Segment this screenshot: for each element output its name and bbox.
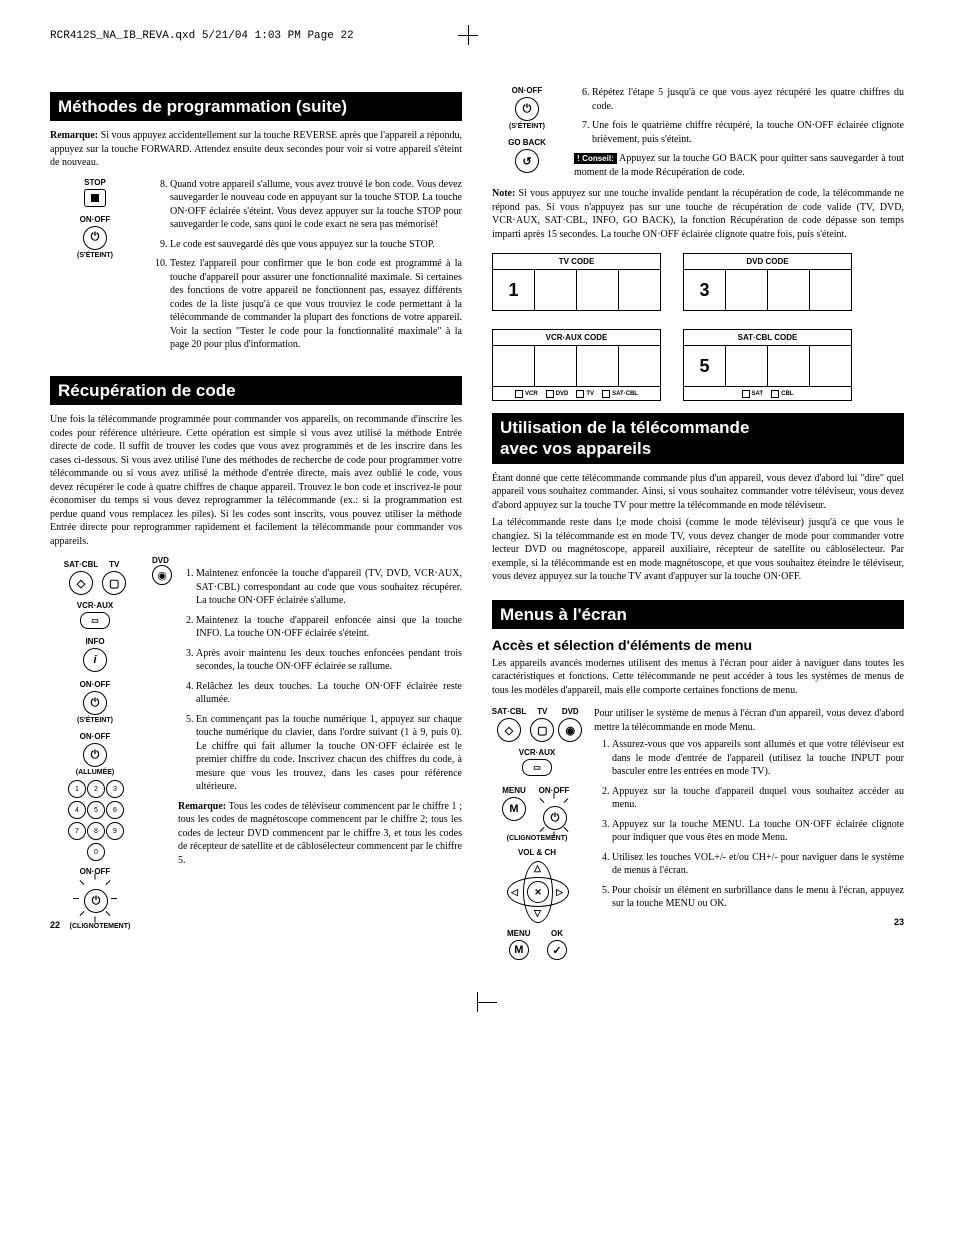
- menus-intro: Les appareils avancés modernes utilisent…: [492, 657, 904, 698]
- icon-column-right-top: ON·OFF ⏻ (S'ÉTEINT) GO BACK ↺: [492, 82, 562, 175]
- satcbl-icon-2: ◇: [497, 718, 521, 742]
- menu-icon: M: [502, 797, 526, 821]
- info-icon: i: [83, 648, 107, 672]
- page-number-23: 23: [894, 917, 904, 927]
- tv-code-box: TV CODE 1: [492, 253, 661, 311]
- recover-steps-1-5: Maintenez enfoncée la touche d'appareil …: [178, 567, 462, 794]
- step-8: Quand votre appareil s'allume, vous avez…: [170, 178, 462, 232]
- recover-step-5: En commençant pas la touche numérique 1,…: [196, 713, 462, 794]
- recover-step-2: Maintenez la touche d'appareil enfoncée …: [196, 614, 462, 641]
- print-header: RCR412S_NA_IB_REVA.qxd 5/21/04 1:03 PM P…: [50, 30, 904, 42]
- crop-mark-bottom: [467, 992, 487, 1012]
- tv-icon-2: ▢: [530, 718, 554, 742]
- menu-icon-2: M: [509, 940, 529, 960]
- keypad-icon: 123 456 789 0: [50, 780, 140, 861]
- icon-column-menus: SAT·CBL ◇ TV ▢ DVD ◉ VCR·AUX ▭: [492, 703, 582, 962]
- recover-step-3: Après avoir maintenu les deux touches en…: [196, 647, 462, 674]
- dvd-code-box: DVD CODE 3: [683, 253, 852, 311]
- ok-icon: ✓: [547, 940, 567, 960]
- menu-step-3: Appuyez sur la touche MENU. La touche ON…: [612, 818, 904, 845]
- left-column: Méthodes de programmation (suite) Remarq…: [50, 82, 462, 962]
- subheading-access: Accès et sélection d'éléments de menu: [492, 637, 904, 653]
- tip-conseil: ! Conseil: Appuyez sur la touche GO BACK…: [574, 152, 904, 179]
- dpad-icon: △ ▽ ◁ ▷ ✕: [507, 861, 567, 921]
- usage-p1: Étant donné que cette télécommande comma…: [492, 472, 904, 513]
- section-title-methods: Méthodes de programmation (suite): [50, 92, 462, 121]
- section-title-recover: Récupération de code: [50, 376, 462, 405]
- section-title-usage: Utilisation de la télécommandeavec vos a…: [492, 413, 904, 464]
- code-grid: TV CODE 1 DVD CODE 3 VCR·AUX CODE: [492, 253, 852, 401]
- icon-column-stop-onoff: STOP ON·OFF ⏻ (S'ÉTEINT): [50, 174, 140, 259]
- menu-step-1: Assurez-vous que vos appareils sont allu…: [612, 738, 904, 779]
- remark-methods: Remarque: Si vous appuyez accidentelleme…: [50, 129, 462, 170]
- power-blink-icon-2: ⏻: [536, 797, 572, 833]
- menu-step-2: Appuyez sur la touche d'appareil duquel …: [612, 785, 904, 812]
- goback-icon: ↺: [515, 149, 539, 173]
- menu-step-5: Pour choisir un élément en surbrillance …: [612, 884, 904, 911]
- vcraux-icon-2: ▭: [522, 759, 552, 776]
- recover-steps-6-7: Répétez l'étape 5 jusqu'à ce que vous ay…: [574, 86, 904, 146]
- menus-lead: Pour utiliser le système de menus à l'éc…: [594, 707, 904, 734]
- page-number-22: 22: [50, 920, 60, 930]
- recover-intro: Une fois la télécommande programmée pour…: [50, 413, 462, 548]
- power-icon-r1: ⏻: [515, 97, 539, 121]
- dvd-icon: ◉: [152, 565, 172, 585]
- stop-icon: [84, 189, 106, 207]
- usage-p2: La télécommande reste dans l;e mode choi…: [492, 516, 904, 584]
- note-recover: Note: Si vous appuyez sur une touche inv…: [492, 187, 904, 241]
- menu-steps: Assurez-vous que vos appareils sont allu…: [594, 738, 904, 911]
- crop-mark-bottom-wrap: [50, 992, 904, 1015]
- dvd-icon-2: ◉: [558, 718, 582, 742]
- section-title-menus: Menus à l'écran: [492, 600, 904, 629]
- power-icon-2: ⏻: [83, 691, 107, 715]
- remark-recover: Remarque: Tous les codes de téléviseur c…: [178, 800, 462, 868]
- crop-mark-top: [458, 25, 478, 45]
- power-icon: ⏻: [83, 226, 107, 250]
- recover-step-1: Maintenez enfoncée la touche d'appareil …: [196, 567, 462, 608]
- menu-step-4: Utilisez les touches VOL+/- et/ou CH+/- …: [612, 851, 904, 878]
- steps-8-10: Quand votre appareil s'allume, vous avez…: [152, 178, 462, 352]
- right-column: ON·OFF ⏻ (S'ÉTEINT) GO BACK ↺ Répétez l'…: [492, 82, 904, 962]
- satcbl-icon: ◇: [69, 571, 93, 595]
- satcbl-code-box: SAT·CBL CODE 5 SAT CBL: [683, 329, 852, 401]
- recover-step-6: Répétez l'étape 5 jusqu'à ce que vous ay…: [592, 86, 904, 113]
- step-10: Testez l'appareil pour confirmer que le …: [170, 257, 462, 352]
- vcraux-code-box: VCR·AUX CODE VCR DVD TV SAT·CBL: [492, 329, 661, 401]
- icon-column-recover: SAT·CBL ◇ TV ▢ VCR·AUX ▭ INFO i ON·OFF ⏻: [50, 556, 140, 930]
- power-icon-3: ⏻: [83, 743, 107, 767]
- recover-step-7: Une fois le quatrième chiffre récupéré, …: [592, 119, 904, 146]
- power-blink-icon: ⏻: [75, 878, 115, 918]
- vcraux-icon: ▭: [80, 612, 110, 629]
- step-9: Le code est sauvegardé dès que vous appu…: [170, 238, 462, 252]
- recover-step-4: Relâchez les deux touches. La touche ON·…: [196, 680, 462, 707]
- tv-icon: ▢: [102, 571, 126, 595]
